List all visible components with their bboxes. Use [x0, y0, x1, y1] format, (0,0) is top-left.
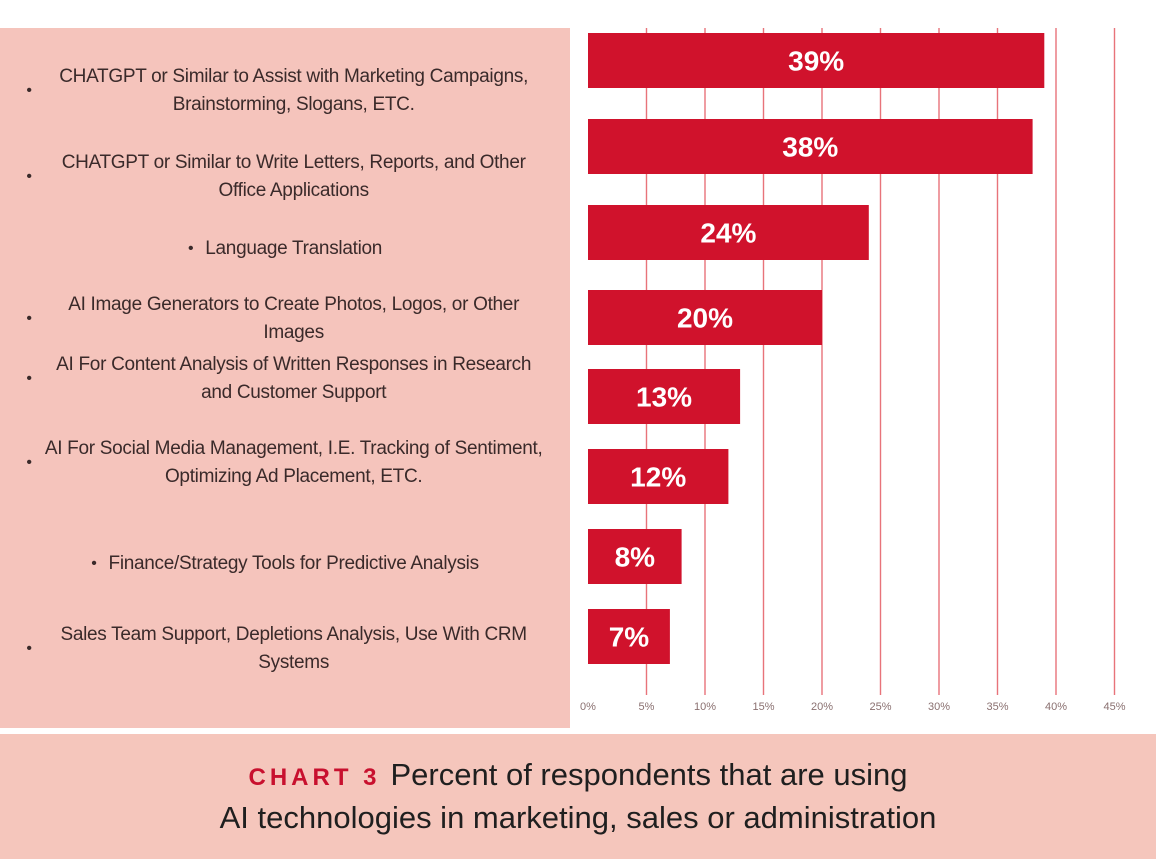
- x-tick-label: 0%: [580, 701, 596, 713]
- bar: [588, 449, 729, 504]
- x-tick-label: 45%: [1103, 701, 1125, 713]
- bar: [588, 119, 1033, 174]
- category-label-text: CHATGPT or Similar to Assist with Market…: [59, 66, 529, 115]
- bar-chart: 0% 5% 10% 15% 20% 25% 30% 35% 40% 45% 39% 38% 24% 20%…: [580, 28, 1126, 713]
- caption-tag: CHART 3: [248, 764, 381, 791]
- category-label: • Sales Team Support, Depletions Analysis…: [0, 612, 570, 686]
- category-label: • CHATGPT or Similar to Assist with Marke…: [0, 54, 570, 128]
- chart-caption: CHART 3 Percent of respondents that are u…: [0, 734, 1156, 859]
- category-label-text: AI For Content Analysis of Written Respo…: [56, 354, 532, 403]
- x-tick-label: 10%: [694, 701, 716, 713]
- x-tick-label: 15%: [752, 701, 774, 713]
- x-tick-label: 30%: [928, 701, 950, 713]
- bar-value-label: 13%: [636, 382, 692, 413]
- category-label: • Finance/Strategy Tools for Predictive A…: [0, 527, 570, 601]
- x-tick-label: 25%: [869, 701, 891, 713]
- bar: [588, 33, 1045, 88]
- bar-value-label: 24%: [700, 218, 756, 249]
- bar: [588, 609, 670, 664]
- caption-text-1: Percent of respondents that are using: [390, 757, 908, 792]
- x-tick-label: 20%: [811, 701, 833, 713]
- bar-value-label: 20%: [677, 303, 733, 334]
- category-label: • AI Image Generators to Create Photos, L…: [0, 282, 570, 356]
- bar: [588, 529, 682, 584]
- bullet-icon: •: [26, 370, 32, 387]
- bullet-icon: •: [91, 555, 97, 572]
- category-label-text: Language Translation: [205, 238, 383, 259]
- bar-value-label: 12%: [630, 462, 686, 493]
- caption-line-2: AI technologies in marketing, sales or a…: [219, 800, 937, 835]
- bullet-icon: •: [26, 640, 32, 657]
- bar: [588, 369, 741, 424]
- caption-line-1: CHART 3 Percent of respondents that are u…: [248, 755, 907, 798]
- category-label-text: Sales Team Support, Depletions Analysis,…: [60, 624, 527, 673]
- bar: [588, 290, 822, 345]
- bar-value-label: 38%: [782, 132, 838, 163]
- category-label-text: AI Image Generators to Create Photos, Lo…: [68, 294, 520, 343]
- category-label-text: CHATGPT or Similar to Write Letters, Rep…: [61, 152, 526, 201]
- category-label: • Language Translation: [0, 212, 570, 286]
- bullet-icon: •: [26, 310, 32, 327]
- category-label: • AI For Content Analysis of Written Resp…: [0, 342, 570, 416]
- bar: [588, 205, 869, 260]
- category-label-text: Finance/Strategy Tools for Predictive An…: [108, 553, 480, 574]
- category-label-text: AI For Social Media Management, I.E. Tra…: [44, 438, 543, 487]
- x-tick-label: 35%: [986, 701, 1008, 713]
- category-label-panel: [0, 28, 570, 728]
- x-tick-label: 40%: [1045, 701, 1067, 713]
- category-label: • AI For Social Media Management, I.E. Tr…: [0, 426, 570, 500]
- bullet-icon: •: [187, 240, 194, 257]
- bullet-icon: •: [26, 82, 32, 99]
- category-label: • CHATGPT or Similar to Write Letters, Re…: [0, 140, 570, 214]
- bar-value-label: 8%: [615, 542, 656, 573]
- bullet-icon: •: [26, 454, 32, 471]
- x-tick-label: 5%: [639, 701, 655, 713]
- bar-value-label: 39%: [788, 46, 844, 77]
- bullet-icon: •: [26, 168, 32, 185]
- bar-value-label: 7%: [609, 622, 650, 653]
